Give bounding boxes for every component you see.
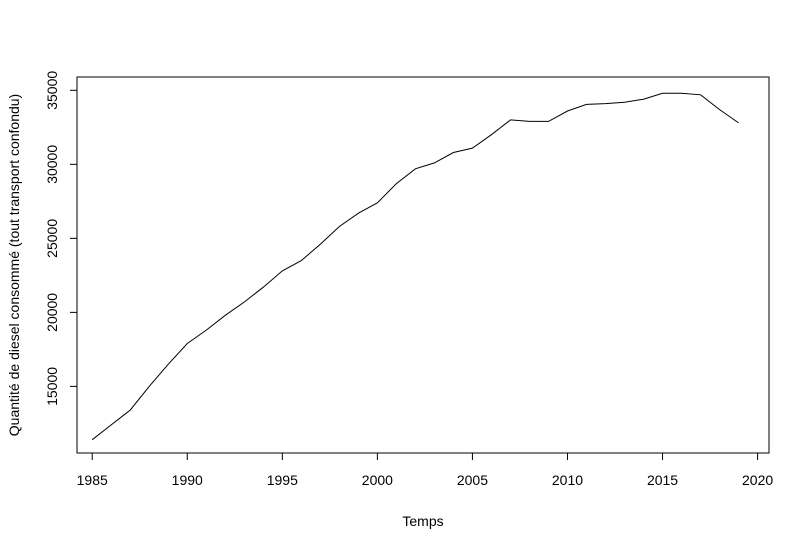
- x-tick-label: 1995: [267, 472, 298, 488]
- x-axis-label: Temps: [402, 513, 443, 529]
- x-axis: 1985 1990 1995 2000 2005 2010 2015 2020: [77, 452, 773, 488]
- y-tick-label: 20000: [44, 293, 60, 332]
- x-tick-label: 2020: [742, 472, 773, 488]
- y-tick-label: 30000: [44, 145, 60, 184]
- x-tick-label: 2015: [647, 472, 678, 488]
- x-tick-label: 2010: [552, 472, 583, 488]
- y-axis-label: Quantité de diesel consommé (tout transp…: [6, 94, 22, 436]
- x-tick-label: 2000: [362, 472, 393, 488]
- y-tick-label: 25000: [44, 219, 60, 258]
- x-tick-label: 1990: [172, 472, 203, 488]
- y-tick-label: 35000: [44, 71, 60, 110]
- plot-frame: [76, 76, 770, 454]
- x-tick-label: 2005: [457, 472, 488, 488]
- series-line: [91, 92, 739, 441]
- x-tick-label: 1985: [77, 472, 108, 488]
- y-axis: 15000 20000 25000 30000 35000: [44, 71, 78, 406]
- y-tick-label: 15000: [44, 367, 60, 406]
